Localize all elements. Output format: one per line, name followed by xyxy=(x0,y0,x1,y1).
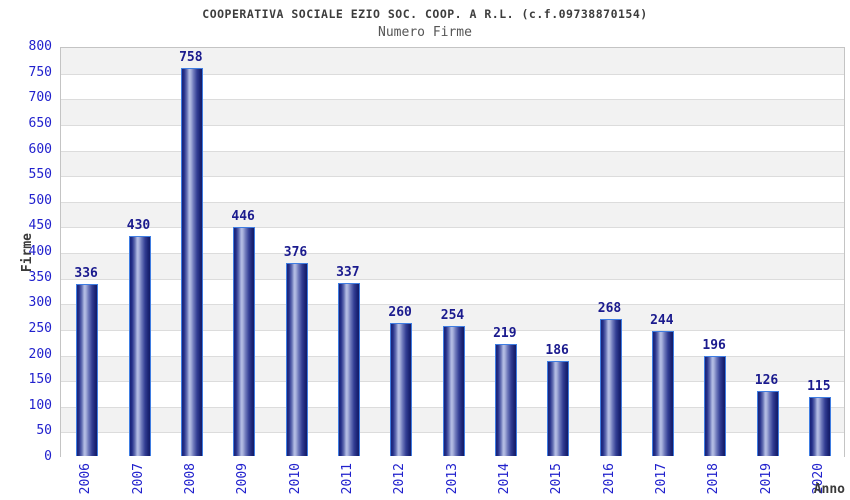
bar-value-label: 446 xyxy=(231,209,255,225)
y-tick-label: 550 xyxy=(28,167,52,183)
grid-band xyxy=(61,176,844,202)
y-tick-label: 750 xyxy=(28,64,52,80)
gridline xyxy=(61,201,844,203)
bar-2007 xyxy=(128,235,151,456)
bar-2011 xyxy=(337,283,360,456)
bar-value-label: 196 xyxy=(702,337,726,353)
x-tick-label: 2007 xyxy=(130,463,146,495)
grid-band xyxy=(61,278,844,305)
y-tick-label: 400 xyxy=(28,244,52,259)
x-tick-label: 2015 xyxy=(549,463,565,495)
x-tick-label: 2011 xyxy=(339,463,355,495)
bar-2016 xyxy=(599,318,622,456)
gridline xyxy=(61,253,844,254)
x-tick-label: 2018 xyxy=(706,463,722,495)
x-tick-label: 2017 xyxy=(653,463,669,495)
bar-value-label: 758 xyxy=(179,49,203,65)
x-tick-label: 2016 xyxy=(601,463,617,495)
bar-2019 xyxy=(756,391,779,456)
bar-2017 xyxy=(651,330,674,456)
gridline xyxy=(61,278,844,280)
grid-band xyxy=(61,124,844,151)
y-tick-label: 100 xyxy=(28,397,52,413)
y-tick-label: 250 xyxy=(28,320,52,336)
bar-value-label: 219 xyxy=(493,325,517,341)
y-tick-label: 600 xyxy=(28,141,52,157)
bar-value-label: 186 xyxy=(545,342,569,358)
y-tick-label: 350 xyxy=(28,269,52,285)
y-tick-label: 700 xyxy=(28,90,52,106)
plot-area xyxy=(60,47,845,458)
bar-value-label: 244 xyxy=(650,312,674,328)
y-tick-label: 200 xyxy=(28,346,52,362)
bar-value-label: 260 xyxy=(388,304,412,320)
gridline xyxy=(61,304,844,306)
bar-2010 xyxy=(285,263,308,456)
x-tick-label: 2019 xyxy=(758,463,774,495)
y-tick-label: 800 xyxy=(28,39,52,54)
bar-2009 xyxy=(233,227,256,456)
grid-band xyxy=(61,253,844,279)
bar-value-label: 376 xyxy=(283,245,308,261)
y-tick-label: 450 xyxy=(28,218,52,234)
bar-value-label: 430 xyxy=(126,217,151,233)
chart-title: COOPERATIVA SOCIALE EZIO SOC. COOP. A R.… xyxy=(202,7,648,21)
bar-2013 xyxy=(442,325,465,456)
grid-band xyxy=(61,73,844,100)
bar-value-label: 268 xyxy=(597,300,622,316)
grid-band xyxy=(61,201,844,228)
x-axis-title: Anno xyxy=(813,482,845,497)
x-tick-label: 2012 xyxy=(392,463,408,495)
bar-2014 xyxy=(494,343,517,456)
bar-2008 xyxy=(180,67,203,456)
bar-2018 xyxy=(704,355,727,456)
bar-2006 xyxy=(76,283,99,456)
x-tick-label: 2014 xyxy=(496,463,512,495)
x-tick-label: 2010 xyxy=(287,463,303,495)
y-tick-label: 300 xyxy=(28,295,52,311)
y-tick-label: 50 xyxy=(36,423,52,439)
bar-value-label: 115 xyxy=(807,379,831,395)
gridline xyxy=(61,176,844,178)
bar-2015 xyxy=(547,360,570,456)
gridline xyxy=(61,227,844,229)
gridline xyxy=(61,73,844,75)
bar-2020 xyxy=(808,397,831,456)
x-tick-label: 2006 xyxy=(78,463,94,495)
bar-2012 xyxy=(390,322,413,456)
gridline xyxy=(61,99,844,101)
bar-value-label: 254 xyxy=(440,307,465,323)
bar-value-label: 337 xyxy=(336,265,360,281)
bar-value-label: 126 xyxy=(754,373,779,389)
bar-value-label: 336 xyxy=(74,265,98,281)
gridline xyxy=(61,124,844,126)
grid-band xyxy=(61,227,844,253)
x-tick-label: 2008 xyxy=(182,463,198,495)
x-tick-label: 2013 xyxy=(444,463,460,495)
y-tick-label: 150 xyxy=(28,372,52,388)
grid-band xyxy=(61,99,844,125)
grid-band xyxy=(61,150,844,177)
x-tick-label: 2009 xyxy=(235,463,251,495)
y-tick-label: 500 xyxy=(28,192,52,208)
chart-subtitle: Numero Firme xyxy=(378,25,472,40)
gridline xyxy=(61,150,844,152)
y-tick-label: 650 xyxy=(28,115,52,131)
y-tick-label: 0 xyxy=(44,449,52,464)
